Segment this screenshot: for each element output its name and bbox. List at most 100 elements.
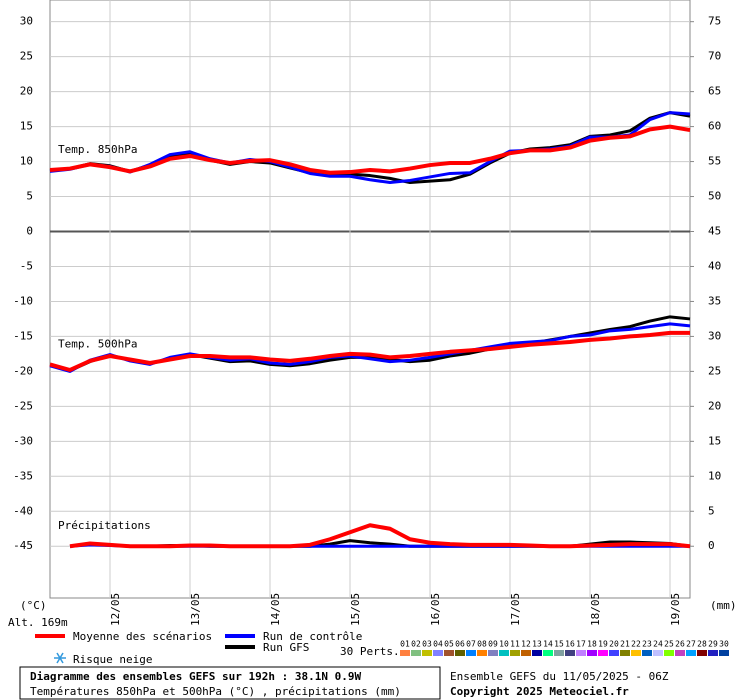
y2-tick-label: 65 <box>708 85 721 98</box>
y2-tick-label: 55 <box>708 155 721 168</box>
legend-swatch <box>576 650 586 656</box>
y2-tick-label: 60 <box>708 120 721 133</box>
y-tick-label: 5 <box>26 190 33 203</box>
legend-swatch <box>642 650 652 656</box>
legend-swatch <box>466 650 476 656</box>
legend-label: 03 <box>422 640 432 649</box>
legend-label: 16 <box>565 640 575 649</box>
legend-label: 11 <box>510 640 520 649</box>
legend-label: 04 <box>433 640 443 649</box>
series-line <box>49 111 691 185</box>
legend-swatch <box>411 650 421 656</box>
y-tick-label: -35 <box>13 469 33 482</box>
x-tick-label: 16/05 <box>429 593 442 626</box>
x-tick-label: 19/05 <box>669 593 682 626</box>
y2-tick-label: 45 <box>708 225 721 238</box>
x-tick-label: 15/05 <box>349 593 362 626</box>
series-line <box>49 124 691 175</box>
snow-label: Risque neige <box>73 653 152 666</box>
legend-label: 21 <box>620 640 630 649</box>
y-tick-label: -15 <box>13 329 33 342</box>
legend-label: 05 <box>444 640 454 649</box>
info-box <box>19 666 441 700</box>
legend-label: Moyenne des scénarios <box>73 630 212 643</box>
y2-tick-label: 35 <box>708 294 721 307</box>
legend-swatch <box>686 650 696 656</box>
legend-swatch <box>631 650 641 656</box>
chart-subtitle: Températures 850hPa et 500hPa (°C) , pré… <box>30 685 401 698</box>
legend-swatch <box>543 650 553 656</box>
legend-label: 14 <box>543 640 553 649</box>
legend-swatch <box>620 650 630 656</box>
legend-label: 27 <box>686 640 696 649</box>
panel-label: Précipitations <box>58 519 151 532</box>
legend-label: 07 <box>466 640 476 649</box>
legend-swatch <box>719 650 729 656</box>
y2-tick-label: 5 <box>708 504 715 517</box>
legend-label: 09 <box>488 640 498 649</box>
chart-title: Diagramme des ensembles GEFS sur 192h : … <box>30 670 362 683</box>
snow-icon <box>54 652 66 664</box>
y2-axis-label: (mm) <box>710 599 737 612</box>
series-line <box>69 523 691 549</box>
legend-swatch <box>587 650 597 656</box>
y2-tick-label: 10 <box>708 469 721 482</box>
legend-swatch <box>521 650 531 656</box>
y2-tick-label: 70 <box>708 50 721 63</box>
legend-swatch <box>664 650 674 656</box>
legend-label: Run de contrôle <box>263 630 362 643</box>
legend-label: 12 <box>521 640 531 649</box>
legend-label: 22 <box>631 640 641 649</box>
y-tick-label: -30 <box>13 434 33 447</box>
altitude: Alt. 169m <box>8 616 68 629</box>
y-tick-label: -45 <box>13 539 33 552</box>
y-tick-label: 20 <box>20 85 33 98</box>
legend-swatch <box>444 650 454 656</box>
y2-tick-label: 75 <box>708 15 721 28</box>
y2-tick-label: 25 <box>708 364 721 377</box>
legend-label: 10 <box>499 640 509 649</box>
legend-label: 08 <box>477 640 487 649</box>
legend-swatch <box>488 650 498 656</box>
y2-tick-label: 15 <box>708 434 721 447</box>
y-tick-label: -10 <box>13 294 33 307</box>
legend-label: 28 <box>697 640 707 649</box>
x-tick-label: 17/05 <box>509 593 522 626</box>
legend-label: 23 <box>642 640 652 649</box>
legend-label: 15 <box>554 640 564 649</box>
legend-label: 18 <box>587 640 597 649</box>
series-line <box>49 330 690 372</box>
legend-swatch <box>499 650 509 656</box>
legend-swatch <box>565 650 575 656</box>
y-tick-label: 15 <box>20 120 33 133</box>
copyright: Copyright 2025 Meteociel.fr <box>450 685 629 698</box>
legend-label: 13 <box>532 640 542 649</box>
y-tick-label: -5 <box>20 259 33 272</box>
legend-swatch <box>653 650 663 656</box>
legend-label: 20 <box>609 640 619 649</box>
legend-label: 24 <box>653 640 663 649</box>
y-tick-label: 10 <box>20 155 33 168</box>
x-tick-label: 18/05 <box>589 593 602 626</box>
legend-swatch <box>708 650 718 656</box>
legend-swatch <box>598 650 608 656</box>
y-tick-label: 25 <box>20 50 33 63</box>
legend-swatch <box>609 650 619 656</box>
legend-swatch <box>433 650 443 656</box>
legend-label: 01 <box>400 640 410 649</box>
legend-label: 29 <box>708 640 718 649</box>
legend-label: 17 <box>576 640 586 649</box>
plot-area <box>49 0 691 599</box>
y2-tick-label: 30 <box>708 329 721 342</box>
y2-tick-label: 40 <box>708 259 721 272</box>
legend-label: 19 <box>598 640 608 649</box>
y2-tick-label: 20 <box>708 399 721 412</box>
legend-swatch <box>510 650 520 656</box>
x-tick-label: 12/05 <box>109 593 122 626</box>
x-tick-label: 13/05 <box>189 593 202 626</box>
legend-label: 25 <box>664 640 674 649</box>
y2-tick-label: 50 <box>708 190 721 203</box>
legend-swatch <box>697 650 707 656</box>
legend-label: 26 <box>675 640 685 649</box>
legend-swatch <box>400 650 410 656</box>
